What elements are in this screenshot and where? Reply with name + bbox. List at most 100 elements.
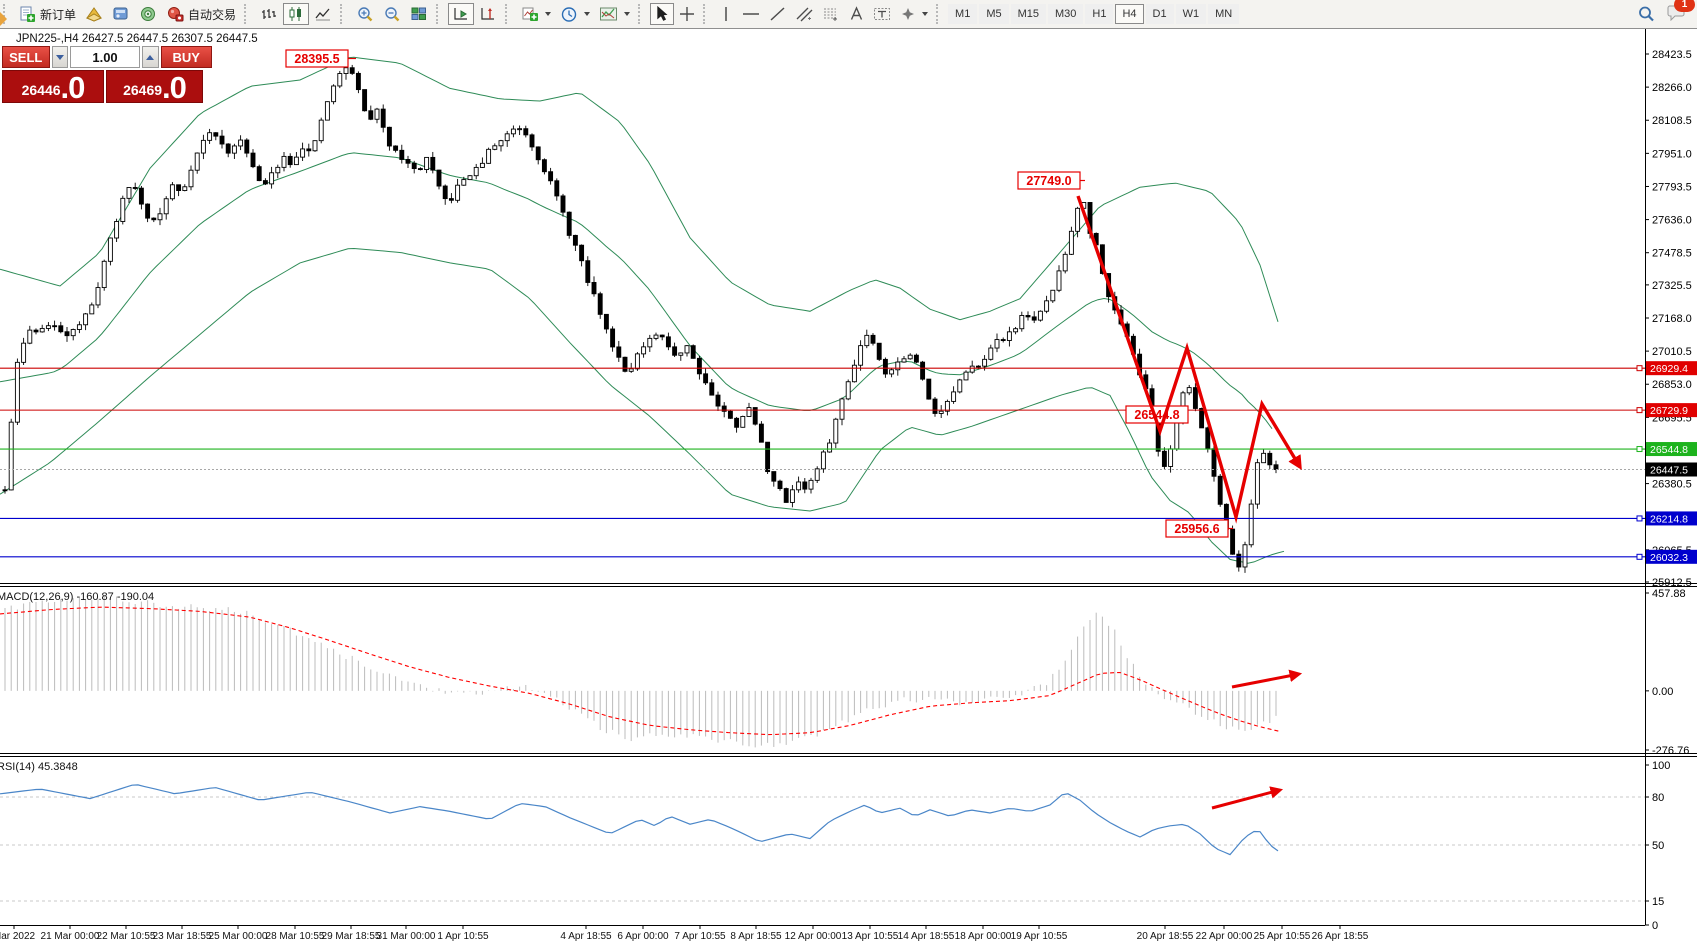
rsi-panel: RSI(14) 45.3848 100 80 50 15 0: [0, 760, 1670, 932]
navigator-button[interactable]: [108, 3, 134, 25]
signals-button[interactable]: [135, 3, 161, 25]
symbol-ohlc-line: JPN225-,H4 26427.5 26447.5 26307.5 26447…: [16, 33, 258, 45]
bollinger-lower: [0, 247, 1285, 564]
zoom-out-icon: [383, 6, 401, 23]
zoom-out-button[interactable]: [379, 3, 405, 25]
clipped-icon: [0, 12, 7, 26]
zoom-in-button[interactable]: [352, 3, 378, 25]
toolbar-grip: [436, 4, 444, 24]
toolbar-grip: [244, 4, 252, 24]
timeframe-m15-button[interactable]: M15: [1010, 4, 1046, 24]
rsi-axis-label: 100: [1652, 760, 1670, 772]
timeframe-d1-button[interactable]: D1: [1145, 4, 1174, 24]
timeframe-m30-button[interactable]: M30: [1048, 4, 1084, 24]
buy-button[interactable]: BUY: [160, 46, 212, 68]
auto-trading-button[interactable]: 自动交易: [162, 3, 240, 25]
arrows-button[interactable]: [896, 3, 932, 25]
macd-trend-arrow[interactable]: [1231, 669, 1303, 689]
macd-axis-label: 0.00: [1652, 686, 1673, 698]
price-badge-label: 26214.8: [1650, 513, 1688, 525]
candlestick-button[interactable]: [283, 3, 310, 25]
time-axis-label: 29 Mar 18:55: [322, 931, 381, 942]
time-axis-label: 25 Mar 00:00: [209, 931, 268, 942]
rsi-axis-label: 80: [1652, 792, 1664, 804]
buy-price-display[interactable]: 26469.0: [106, 70, 203, 103]
dropdown-caret: [624, 12, 631, 16]
toolbar-right: 1: [1633, 0, 1697, 26]
timeframe-h1-button[interactable]: H1: [1085, 4, 1114, 24]
price-badge: [1646, 549, 1697, 564]
price-badge-label: 26032.3: [1650, 552, 1688, 564]
toolbar-grip: [936, 4, 944, 24]
line-chart-button[interactable]: [310, 3, 336, 25]
volume-decrease-button[interactable]: [51, 46, 69, 68]
cursor-button[interactable]: [650, 3, 675, 25]
price-callout-label: 27749.0: [1026, 174, 1071, 188]
buy-price-main: 26469: [123, 82, 163, 98]
timeframe-m5-button[interactable]: M5: [979, 4, 1009, 24]
price-callout[interactable]: [285, 49, 349, 68]
bar-chart-button[interactable]: [256, 3, 282, 25]
time-axis-label: 22 Mar 10:55: [97, 931, 156, 942]
horizontal-lines[interactable]: [0, 365, 1645, 560]
new-order-button[interactable]: 新订单: [15, 3, 80, 25]
sell-price-main: 26446: [21, 82, 61, 98]
price-callout[interactable]: [1017, 171, 1081, 190]
chart-shift-icon: [479, 6, 497, 22]
horizontal-line-button[interactable]: [738, 3, 764, 25]
vertical-line-button[interactable]: [715, 3, 737, 25]
rsi-axis-label: 0: [1652, 920, 1658, 932]
timeframe-h4-button[interactable]: H4: [1115, 4, 1144, 24]
crosshair-button[interactable]: [675, 3, 699, 25]
market-watch-button[interactable]: [81, 3, 107, 25]
templates-button[interactable]: [595, 3, 634, 25]
signals-icon: [139, 6, 157, 22]
time-axis-label: 21 Mar 00:00: [41, 931, 100, 942]
price-badge: [1646, 442, 1697, 457]
time-axis-label: 14 Apr 18:55: [898, 931, 955, 942]
line-chart-icon: [314, 6, 332, 22]
trend-arrows[interactable]: [1076, 195, 1303, 810]
toolbar-grip: [340, 4, 348, 24]
dropdown-caret: [545, 12, 552, 16]
price-trend-arrow[interactable]: [1076, 195, 1302, 524]
rsi-axis-label: 15: [1652, 896, 1664, 908]
text-button[interactable]: [845, 3, 868, 25]
timeframe-m1-button[interactable]: M1: [948, 4, 978, 24]
indicators-icon: [521, 6, 539, 22]
sell-price-display[interactable]: 26446.0: [2, 70, 104, 103]
indicators-button[interactable]: [517, 3, 555, 25]
price-axis[interactable]: 28423.5 28266.0 28108.5 27951.0 27793.5 27636…: [1645, 49, 1697, 589]
fibonacci-button[interactable]: [818, 3, 844, 25]
text-label-button[interactable]: [869, 3, 895, 25]
time-axis-label: 28 Mar 10:55: [266, 931, 325, 942]
time-axis-label: 22 Apr 00:00: [1196, 931, 1253, 942]
tile-windows-button[interactable]: [406, 3, 432, 25]
time-axis-label: Mar 2022: [0, 931, 36, 942]
dropdown-caret: [584, 12, 591, 16]
rsi-trend-arrow[interactable]: [1211, 786, 1284, 810]
macd-axis-label: -276.76: [1652, 745, 1689, 757]
annotations[interactable]: 28395.5 27749.0 26544.8 25956.6: [285, 49, 1233, 538]
price-badge-label: 26447.5: [1650, 465, 1688, 477]
trendline-button[interactable]: [765, 3, 790, 25]
bollinger-middle: [0, 152, 1273, 429]
search-button[interactable]: [1633, 3, 1659, 25]
auto-scroll-button[interactable]: [448, 3, 475, 25]
timeframe-w1-button[interactable]: W1: [1175, 4, 1207, 24]
price-callout[interactable]: [1165, 519, 1229, 538]
volume-increase-button[interactable]: [141, 46, 159, 68]
volume-input[interactable]: 1.00: [70, 46, 140, 68]
sell-button[interactable]: SELL: [2, 46, 50, 68]
dropdown-caret: [922, 12, 929, 16]
channel-icon: [795, 6, 813, 22]
equidistant-channel-button[interactable]: [791, 3, 817, 25]
notifications-button[interactable]: 1: [1667, 0, 1695, 26]
chart-shift-button[interactable]: [475, 3, 501, 25]
periods-button[interactable]: [556, 3, 594, 25]
price-axis-label: 28423.5: [1652, 49, 1692, 61]
timeframe-mn-button[interactable]: MN: [1208, 4, 1240, 24]
buy-price-big: .0: [162, 70, 187, 105]
